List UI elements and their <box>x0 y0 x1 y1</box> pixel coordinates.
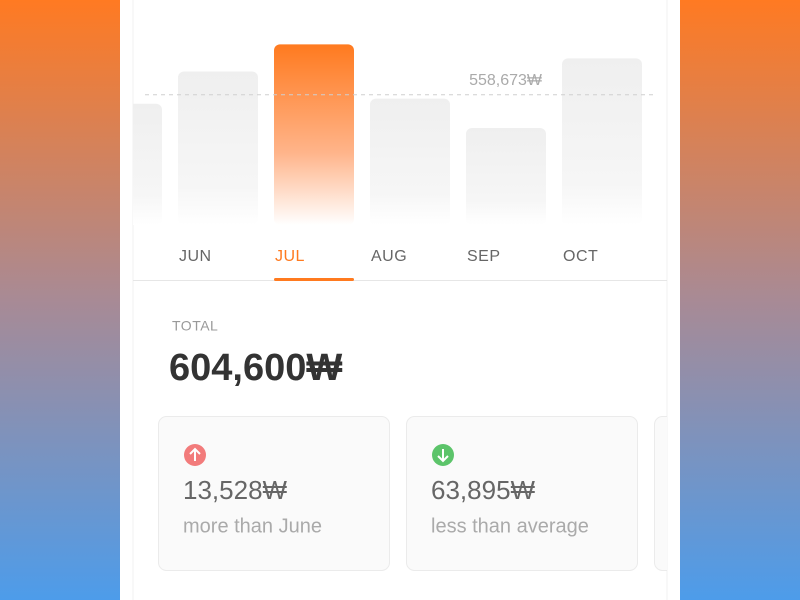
total-value: 604,600₩ <box>169 347 342 389</box>
x-tick-label: JUN <box>179 248 212 265</box>
x-tick-label: OCT <box>563 248 598 265</box>
x-tick-label: JUL <box>275 248 305 265</box>
card <box>406 416 638 571</box>
card <box>158 416 390 571</box>
selected-indicator <box>274 278 354 281</box>
card-amount: 13,528₩ <box>183 475 288 505</box>
bar <box>274 44 354 226</box>
up-arrow <box>189 447 201 461</box>
bar <box>466 127 546 225</box>
bar <box>370 98 450 225</box>
average-label: 558,673₩ <box>469 72 542 89</box>
total-label: TOTAL <box>172 318 218 334</box>
card-text: less than average <box>431 515 589 537</box>
chart: 558,673₩ <box>133 44 655 226</box>
bar <box>562 58 642 225</box>
card-text: more than June <box>183 515 322 537</box>
bar <box>178 71 258 225</box>
cards: 13,528₩ more than June 63,895₩ less than… <box>158 416 667 571</box>
x-tick-label: AUG <box>371 248 407 265</box>
card <box>654 416 667 571</box>
bar <box>133 103 162 225</box>
down-arrow <box>437 449 449 463</box>
card-amount: 63,895₩ <box>431 475 536 505</box>
x-tick-label: SEP <box>467 248 501 265</box>
